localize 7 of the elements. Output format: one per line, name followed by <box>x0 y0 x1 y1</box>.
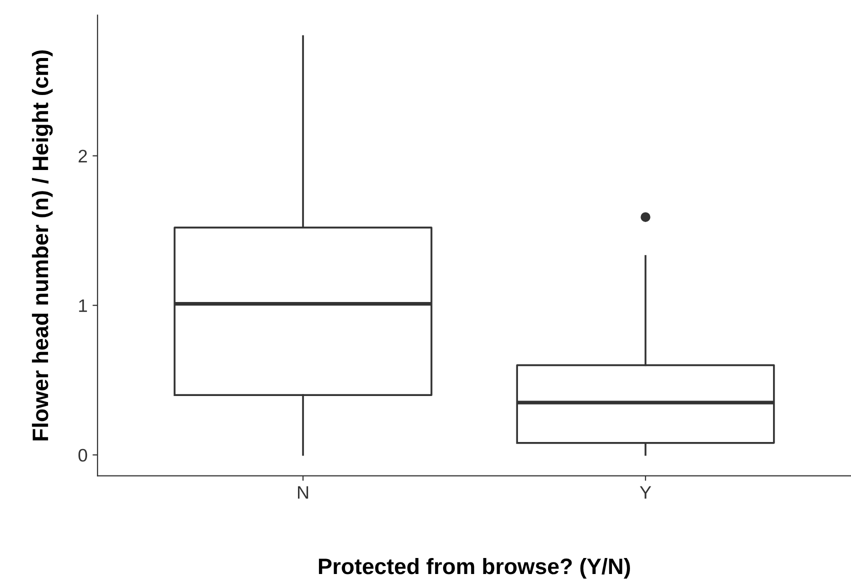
x-axis-title: Protected from browse? (Y/N) <box>318 558 630 579</box>
y-tick-label: 1 <box>79 299 87 312</box>
y-tick-label: 0 <box>78 448 88 462</box>
x-tick-label: Y <box>640 486 652 499</box>
x-tick-label: N <box>298 486 308 499</box>
y-tick-label: 2 <box>78 150 87 162</box>
y-axis-title: Flower head number (n) / Height (cm) <box>32 50 53 440</box>
